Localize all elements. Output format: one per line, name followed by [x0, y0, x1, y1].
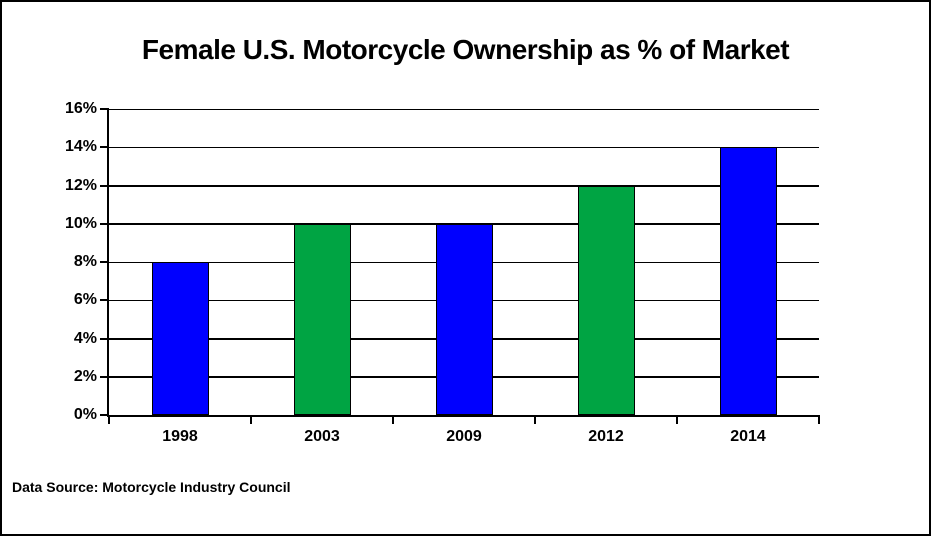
gridline: [109, 146, 819, 149]
bar-2003: [293, 223, 351, 415]
x-axis-tick: [108, 415, 110, 424]
y-axis-tick: [100, 299, 109, 302]
x-axis-tick: [250, 415, 252, 424]
gridline: [109, 108, 819, 110]
y-axis-tick: [100, 414, 109, 416]
y-axis-tick-label: 2%: [73, 367, 97, 385]
x-axis-category-label: 2014: [730, 428, 766, 445]
bar-2009: [435, 223, 493, 415]
y-axis-tick-label: 0%: [73, 406, 97, 423]
y-axis-tick-label: 14%: [64, 138, 97, 156]
y-axis-tick-label: 16%: [64, 100, 97, 117]
y-axis-tick: [100, 146, 109, 149]
y-axis-tick: [100, 261, 109, 263]
x-axis-tick: [392, 415, 394, 424]
y-axis-tick: [100, 108, 109, 110]
y-axis-tick: [100, 375, 109, 378]
y-axis-tick-label: 6%: [73, 291, 97, 309]
y-axis-tick-label: 4%: [73, 329, 97, 347]
y-axis-tick: [100, 184, 109, 187]
x-axis-tick: [534, 415, 536, 424]
plot-area: 0% 2% 4% 6% 8% 10% 12% 14% 16% 1998 2003 2009 2012 20…: [65, 100, 820, 445]
x-axis-category-label: 1998: [162, 428, 198, 445]
bar-2012: [577, 185, 635, 415]
data-source-note: Data Source: Motorcycle Industry Council: [12, 479, 291, 495]
x-axis-category-label: 2009: [446, 428, 482, 445]
x-axis-category-label: 2003: [304, 428, 340, 445]
bar-1998: [151, 262, 209, 415]
y-axis-tick: [100, 337, 109, 340]
y-axis-tick-label: 10%: [64, 214, 97, 232]
bar-2014: [719, 147, 777, 415]
y-axis-tick-label: 8%: [73, 253, 97, 270]
chart-title: Female U.S. Motorcycle Ownership as % of…: [141, 34, 790, 65]
x-axis-tick: [676, 415, 678, 424]
y-axis-tick-label: 12%: [64, 176, 97, 194]
y-axis-tick: [100, 222, 109, 225]
x-axis-tick: [818, 415, 820, 424]
gridline: [109, 185, 819, 187]
x-axis-category-label: 2012: [588, 428, 624, 445]
